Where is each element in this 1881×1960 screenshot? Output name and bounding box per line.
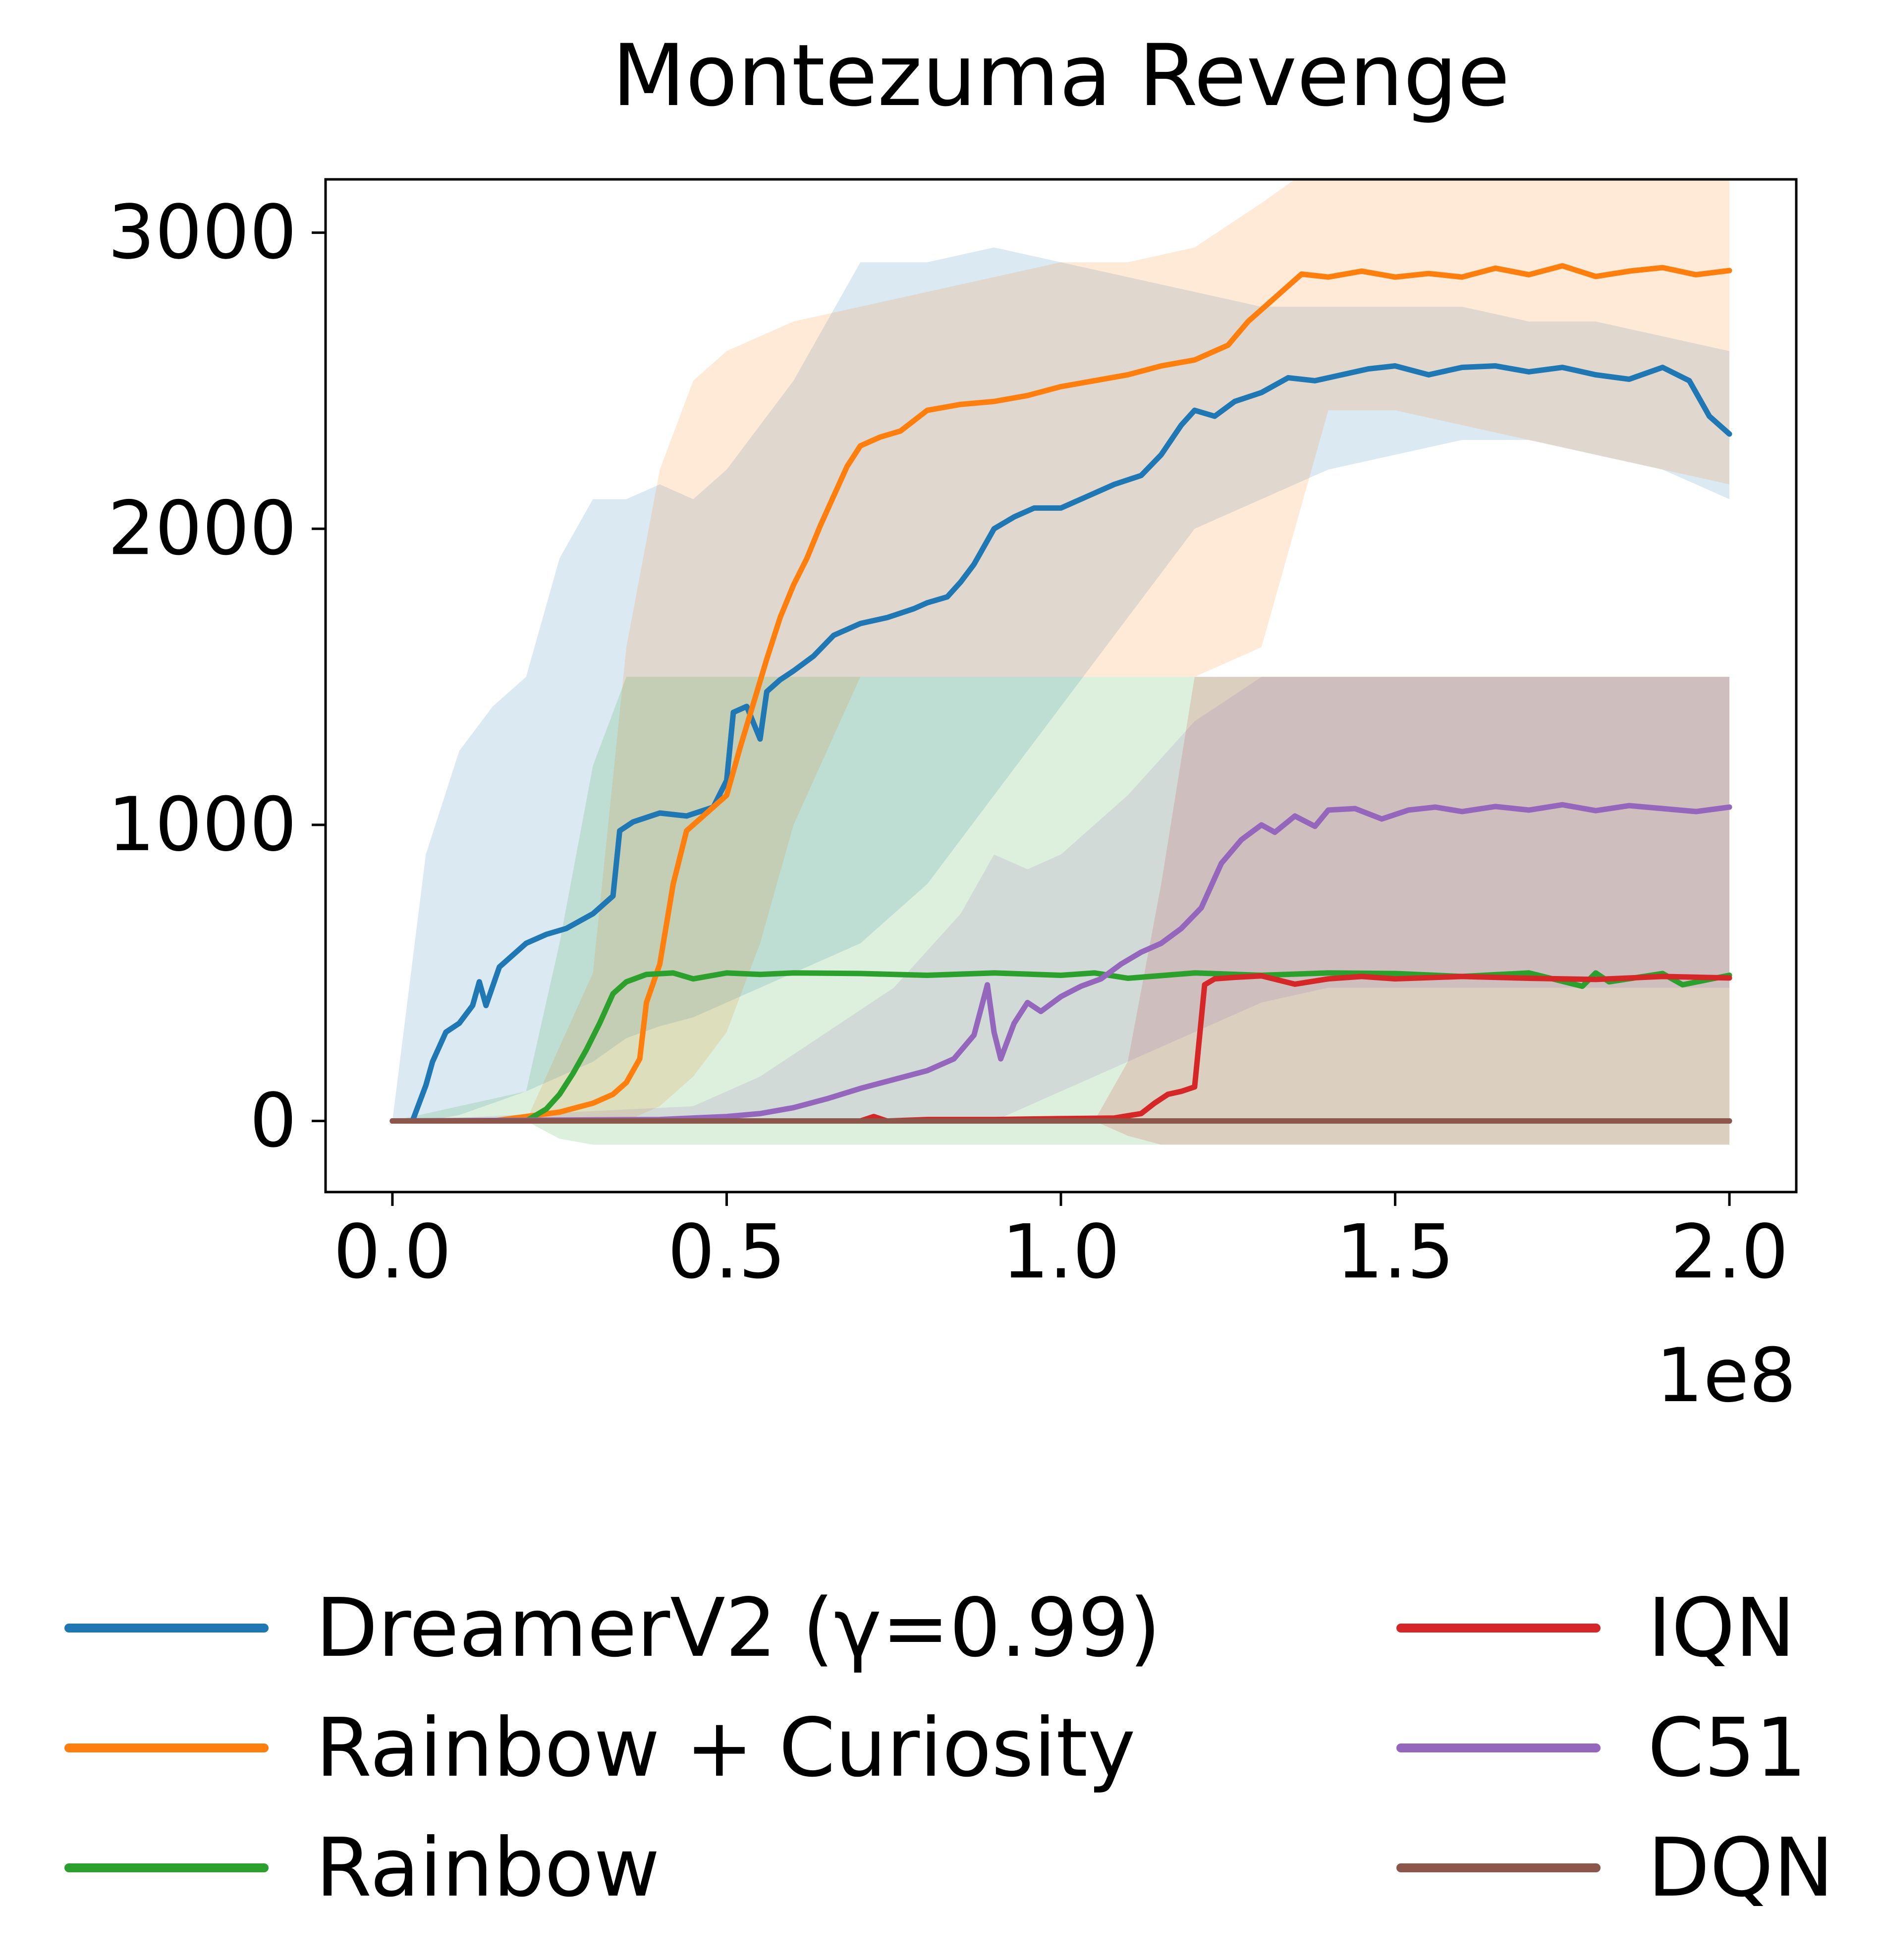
legend-label-c51: C51 xyxy=(1648,1701,1807,1795)
line-rainbow-curiosity xyxy=(389,263,1732,1124)
plot-canvas: 0.0 0.5 1.0 1.5 2.0 0 1000 2000 3000 xyxy=(108,178,1798,1295)
y-tick-label: 1000 xyxy=(108,782,297,868)
x-tick-label: 1.0 xyxy=(1002,1209,1120,1295)
legend-line-rainbow xyxy=(64,1863,269,1872)
legend-item-c51: C51 xyxy=(1396,1688,1834,1808)
x-tick-label: 0.5 xyxy=(667,1209,786,1295)
x-tick-label: 0.0 xyxy=(333,1209,452,1295)
legend-line-dqn xyxy=(1396,1863,1601,1872)
legend-item-iqn: IQN xyxy=(1396,1568,1834,1688)
legend-label-rainbow-curiosity: Rainbow + Curiosity xyxy=(316,1701,1136,1795)
legend-column-left: DreamerV2 (γ=0.99) Rainbow + Curiosity R… xyxy=(64,1568,1396,1928)
y-tick-label: 2000 xyxy=(108,486,297,572)
line-c51 xyxy=(389,802,1732,1124)
band-c51 xyxy=(392,677,1730,1121)
x-axis-offset-label: 1e8 xyxy=(1656,1333,1796,1419)
line-rainbow xyxy=(389,970,1732,1124)
legend-item-rainbow-curiosity: Rainbow + Curiosity xyxy=(64,1688,1396,1808)
legend-label-rainbow: Rainbow xyxy=(316,1821,660,1915)
legend-item-rainbow: Rainbow xyxy=(64,1808,1396,1928)
band-dreamerv2 xyxy=(392,247,1730,1121)
legend-item-dreamerv2: DreamerV2 (γ=0.99) xyxy=(64,1568,1396,1688)
legend-label-iqn: IQN xyxy=(1648,1581,1796,1675)
legend-line-iqn xyxy=(1396,1624,1601,1633)
x-tick-label: 2.0 xyxy=(1670,1209,1789,1295)
legend-item-dqn: DQN xyxy=(1396,1808,1834,1928)
legend-label-dqn: DQN xyxy=(1648,1821,1834,1915)
legend-label-dreamerv2: DreamerV2 (γ=0.99) xyxy=(316,1581,1161,1675)
legend-line-rainbow-curiosity xyxy=(64,1743,269,1752)
line-dreamerv2 xyxy=(389,363,1732,1124)
y-tick-label: 0 xyxy=(250,1078,297,1164)
y-tick-label: 3000 xyxy=(108,190,297,276)
legend-line-dreamerv2 xyxy=(64,1624,269,1633)
legend: DreamerV2 (γ=0.99) Rainbow + Curiosity R… xyxy=(0,1568,1881,1928)
chart-title: Montezuma Revenge xyxy=(611,26,1510,125)
band-iqn xyxy=(392,677,1730,1145)
band-rainbow-curiosity xyxy=(392,179,1730,1121)
x-tick-label: 1.5 xyxy=(1336,1209,1454,1295)
legend-line-c51 xyxy=(1396,1743,1601,1752)
legend-column-right: IQN C51 DQN xyxy=(1396,1568,1834,1928)
